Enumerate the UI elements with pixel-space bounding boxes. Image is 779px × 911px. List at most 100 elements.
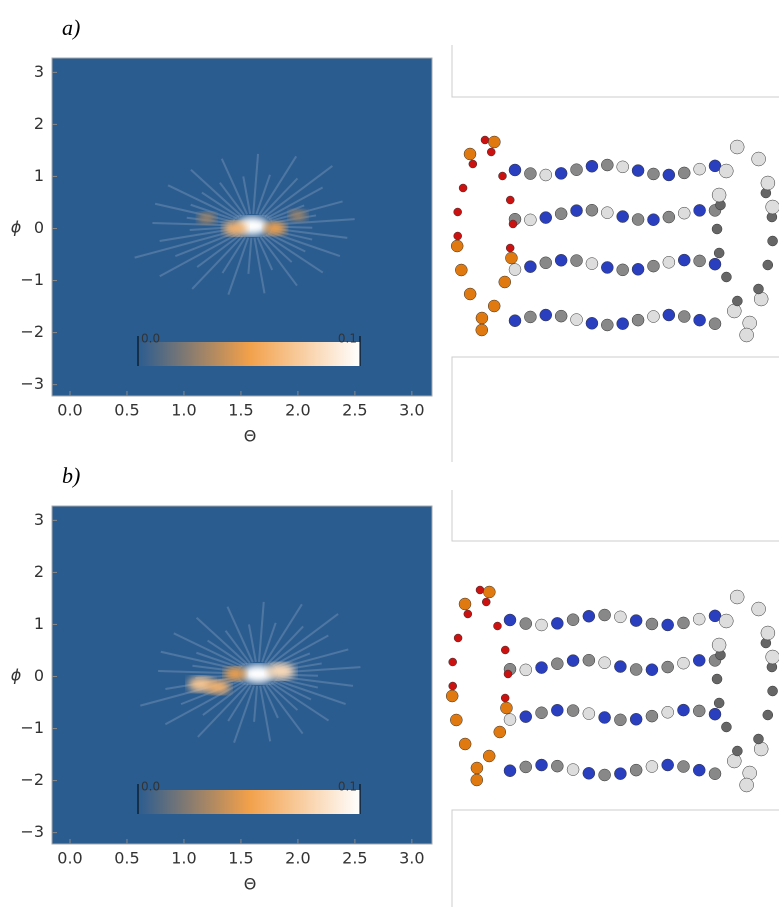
atom <box>727 304 741 318</box>
atom <box>459 598 471 610</box>
x-tick-label: 2.5 <box>342 849 367 868</box>
y-axis-label: ϕ <box>11 218 22 237</box>
atom <box>583 654 595 666</box>
atom <box>571 314 583 326</box>
atom <box>646 664 658 676</box>
atom <box>693 764 705 776</box>
x-tick-label: 0.0 <box>57 849 82 868</box>
atom <box>601 261 613 273</box>
atom <box>709 768 721 780</box>
y-tick-label: 2 <box>34 562 44 581</box>
atom <box>469 160 477 168</box>
atom <box>501 646 509 654</box>
colorbar-tick-label: 0.1 <box>338 332 357 346</box>
atom <box>730 140 744 154</box>
atom <box>500 702 512 714</box>
peak <box>198 213 216 224</box>
peak <box>264 222 286 235</box>
atom <box>536 662 548 674</box>
atom <box>677 761 689 773</box>
atom <box>632 263 644 275</box>
atom <box>506 196 514 204</box>
atom <box>647 214 659 226</box>
atom <box>630 713 642 725</box>
atom <box>647 311 659 323</box>
atom <box>481 136 489 144</box>
y-tick-label: −1 <box>20 718 44 737</box>
panel-label: a) <box>62 15 80 40</box>
colorbar <box>138 790 360 814</box>
atom <box>663 309 675 321</box>
atom <box>504 714 516 726</box>
atom <box>677 617 689 629</box>
y-tick-label: 0 <box>34 218 44 237</box>
atom <box>567 614 579 626</box>
y-axis-label: ϕ <box>11 666 22 685</box>
atom <box>630 663 642 675</box>
atom <box>454 232 462 240</box>
atom <box>571 164 583 176</box>
atom <box>678 167 690 179</box>
atom <box>509 264 521 276</box>
y-tick-label: −1 <box>20 270 44 289</box>
atom <box>571 205 583 217</box>
atom <box>551 760 563 772</box>
atom <box>520 618 532 630</box>
atom <box>763 260 773 270</box>
panel-label: b) <box>62 463 80 488</box>
atom <box>743 316 757 330</box>
atom <box>677 657 689 669</box>
atom <box>712 674 722 684</box>
atom <box>586 258 598 270</box>
atom <box>719 164 733 178</box>
y-tick-label: 2 <box>34 114 44 133</box>
atom <box>719 614 733 628</box>
colorbar-tick-label: 0.1 <box>338 780 357 794</box>
atom <box>505 252 517 264</box>
atom <box>662 706 674 718</box>
atom <box>501 694 509 702</box>
atom <box>524 261 536 273</box>
atom <box>599 711 611 723</box>
atom <box>721 722 731 732</box>
peak <box>206 680 230 694</box>
colorbar-tick-label: 0.0 <box>141 332 160 346</box>
x-tick-label: 0.5 <box>114 401 139 420</box>
y-tick-label: 0 <box>34 666 44 685</box>
atom <box>599 769 611 781</box>
atom <box>567 705 579 717</box>
atom <box>754 292 768 306</box>
atom <box>761 626 775 640</box>
atom <box>599 657 611 669</box>
x-tick-label: 2.0 <box>285 401 310 420</box>
atom <box>617 264 629 276</box>
atom <box>520 711 532 723</box>
atom <box>630 764 642 776</box>
atom <box>601 159 613 171</box>
atom <box>459 738 471 750</box>
atom <box>663 256 675 268</box>
atom <box>494 726 506 738</box>
colorbar <box>138 342 360 366</box>
atom <box>752 602 766 616</box>
atom <box>471 762 483 774</box>
atom <box>536 619 548 631</box>
atom <box>449 682 457 690</box>
y-tick-label: −2 <box>20 322 44 341</box>
x-tick-label: 1.5 <box>228 849 253 868</box>
atom <box>488 136 500 148</box>
atom <box>630 615 642 627</box>
x-tick-label: 0.5 <box>114 849 139 868</box>
atom <box>768 236 778 246</box>
atom <box>632 314 644 326</box>
atom <box>646 710 658 722</box>
atom <box>732 746 742 756</box>
atom <box>632 213 644 225</box>
atom <box>677 704 689 716</box>
atom <box>464 610 472 618</box>
atom <box>540 169 552 181</box>
y-tick-label: 3 <box>34 510 44 529</box>
atom <box>694 314 706 326</box>
atom <box>601 207 613 219</box>
atom <box>586 317 598 329</box>
